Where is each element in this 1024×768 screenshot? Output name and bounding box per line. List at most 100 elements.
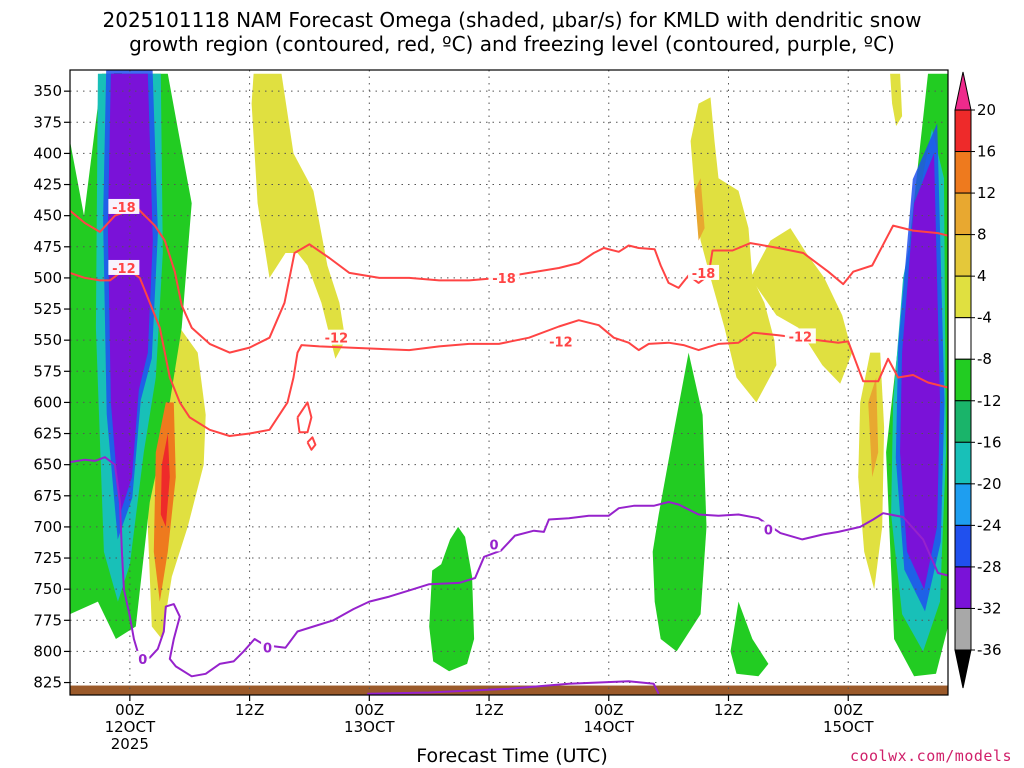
contour-label: -18 bbox=[492, 272, 516, 287]
x-tick-label: 15OCT bbox=[823, 718, 874, 736]
colorbar-label: -24 bbox=[977, 516, 1002, 534]
y-tick-label: 450 bbox=[33, 207, 62, 225]
contour-label: 0 bbox=[138, 653, 147, 668]
freezing-level-contours bbox=[70, 456, 948, 695]
y-tick-label: 775 bbox=[33, 611, 62, 629]
contour-label-bg bbox=[108, 259, 140, 275]
contour-label: -12 bbox=[325, 332, 349, 347]
x-tick-label: 00Z bbox=[834, 701, 863, 719]
colorbar-segment bbox=[954, 566, 972, 609]
omega-region--4 bbox=[652, 352, 707, 652]
x-tick-label: 00Z bbox=[115, 701, 144, 719]
plot-frame bbox=[69, 69, 949, 696]
omega-region-8 bbox=[694, 178, 705, 241]
y-tick-label: 600 bbox=[33, 393, 62, 411]
contour-label: -18 bbox=[692, 267, 716, 282]
omega-region-16 bbox=[160, 433, 170, 527]
contour-label: -12 bbox=[789, 330, 813, 345]
colorbar-label: 16 bbox=[977, 143, 996, 161]
x-tick-label: 12OCT bbox=[105, 718, 156, 736]
contour-line bbox=[296, 401, 313, 434]
contour-label: 0 bbox=[490, 538, 499, 553]
colorbar-label: -12 bbox=[977, 392, 1002, 410]
x-tick-label: 12Z bbox=[474, 701, 503, 719]
colorbar-label: -36 bbox=[977, 641, 1002, 659]
omega-region-4 bbox=[251, 73, 346, 359]
colorbar-label: 12 bbox=[977, 184, 996, 202]
omega-core--28 bbox=[107, 73, 153, 515]
contour-label-bg bbox=[545, 333, 577, 349]
colorbar-segment bbox=[954, 317, 972, 360]
terrain-band bbox=[70, 685, 948, 695]
y-tick-label: 675 bbox=[33, 487, 62, 505]
x-tick-label: 13OCT bbox=[344, 718, 395, 736]
contour-label: -12 bbox=[112, 262, 136, 277]
x-tick-label: 14OCT bbox=[584, 718, 635, 736]
y-tick-label: 500 bbox=[33, 269, 62, 287]
y-tick-label: 525 bbox=[33, 300, 62, 318]
colorbar-label: -32 bbox=[977, 599, 1002, 617]
y-tick-label: 825 bbox=[33, 674, 62, 692]
contour-labels: -18 -12 -18 -12 -12 -18 -12 0 0 0 0 bbox=[108, 198, 816, 668]
contour-label-bg bbox=[688, 264, 720, 280]
colorbar-segment bbox=[954, 109, 972, 153]
credit-text: coolwx.com/models bbox=[849, 747, 1012, 765]
omega-region-4 bbox=[750, 228, 853, 384]
colorbar-label: -20 bbox=[977, 475, 1002, 493]
x-tick-label: 00Z bbox=[355, 701, 384, 719]
contour-line bbox=[70, 204, 948, 354]
x-axis-label: Forecast Time (UTC) bbox=[416, 745, 608, 767]
colorbar-top-arrow bbox=[954, 71, 972, 111]
x-tick-label: 12Z bbox=[714, 701, 743, 719]
colorbar-segment bbox=[954, 275, 972, 319]
y-tick-label: 700 bbox=[33, 518, 62, 536]
colorbar-segment bbox=[954, 358, 972, 402]
contour-label: -12 bbox=[549, 335, 573, 350]
contour-label-bg bbox=[320, 329, 352, 345]
y-tick-label: 475 bbox=[33, 238, 62, 256]
y-tick-label: 400 bbox=[33, 144, 62, 162]
contour-label-bg bbox=[487, 536, 501, 552]
y-tick-label: 800 bbox=[33, 642, 62, 660]
colorbar-label: 20 bbox=[977, 101, 996, 119]
contour-label-bg bbox=[108, 198, 140, 214]
omega-core--28 bbox=[900, 153, 940, 590]
x-tick-label: 00Z bbox=[594, 701, 623, 719]
colorbar-label: -4 bbox=[977, 309, 992, 327]
colorbar-bottom-arrow bbox=[954, 649, 972, 689]
colorbar-label: 8 bbox=[977, 226, 987, 244]
y-tick-label: 625 bbox=[33, 425, 62, 443]
colorbar-label: 4 bbox=[977, 267, 987, 285]
contour-label-bg bbox=[761, 521, 775, 537]
colorbar-segment bbox=[954, 151, 972, 194]
colorbar-segment bbox=[954, 441, 972, 485]
y-tick-label: 425 bbox=[33, 176, 62, 194]
y-tick-label: 375 bbox=[33, 113, 62, 131]
y-tick-label: 725 bbox=[33, 549, 62, 567]
y-tick-label: 750 bbox=[33, 580, 62, 598]
omega-region-4 bbox=[858, 352, 885, 590]
omega-region--4 bbox=[429, 526, 475, 672]
colorbar-segment bbox=[954, 607, 972, 651]
terrain-fill bbox=[70, 685, 948, 695]
contour-label-bg bbox=[784, 328, 816, 344]
contour-label-bg bbox=[261, 639, 275, 655]
y-tick-label: 650 bbox=[33, 456, 62, 474]
contour-line bbox=[70, 269, 948, 437]
y-tick-label: 550 bbox=[33, 331, 62, 349]
contour-label: -18 bbox=[112, 201, 136, 216]
grid-lines bbox=[70, 70, 948, 695]
contour-line bbox=[367, 680, 660, 695]
x-tick-label: 2025 bbox=[111, 735, 149, 753]
colorbar-segment bbox=[954, 192, 972, 236]
contour-line bbox=[70, 456, 948, 678]
contour-label: 0 bbox=[263, 642, 272, 657]
colorbar-segment bbox=[954, 400, 972, 443]
temperature-contours bbox=[70, 204, 948, 451]
colorbar-segment bbox=[954, 483, 972, 526]
contour-label-bg bbox=[488, 269, 520, 285]
chart-title-line2: growth region (contoured, red, ºC) and f… bbox=[129, 32, 895, 56]
omega-region--4 bbox=[730, 601, 769, 677]
